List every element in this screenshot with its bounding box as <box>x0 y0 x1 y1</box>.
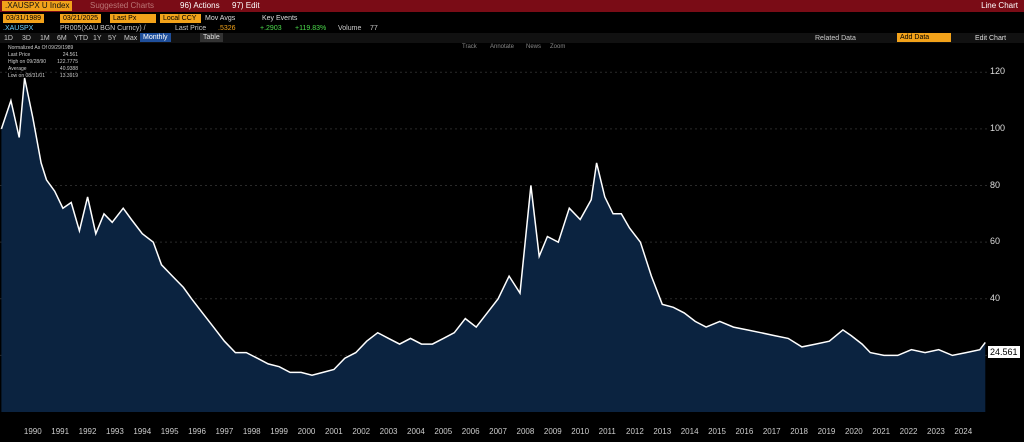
y-tick-label: 60 <box>990 236 1001 247</box>
currency-select[interactable]: Local CCY <box>160 14 201 23</box>
last-price-value: .5326 <box>218 25 236 32</box>
x-tick-label: 2013 <box>653 427 672 436</box>
start-date-field[interactable]: 03/31/1989 <box>3 14 45 23</box>
x-tick-label: 2004 <box>407 427 425 436</box>
x-tick-label: 2016 <box>735 427 754 436</box>
chart-legend: Normalized As Of 09/29/1989 Last Price 24… <box>8 45 78 80</box>
last-price-label: Last Price <box>175 25 207 32</box>
price-type-select[interactable]: Last Px <box>110 14 156 23</box>
x-tick-label: 1995 <box>160 427 179 436</box>
key-events-toggle[interactable]: Key Events <box>262 15 298 22</box>
period-5y[interactable]: 5Y <box>108 35 117 42</box>
x-tick-label: 2014 <box>680 427 699 436</box>
series-description: PR005(XAU BGN Curncy) / <box>60 25 146 32</box>
x-tick-label: 2024 <box>954 427 973 436</box>
mov-avgs-toggle[interactable]: Mov Avgs <box>205 15 236 22</box>
period-1y[interactable]: 1Y <box>93 35 102 42</box>
add-data-field[interactable]: Add Data <box>897 33 951 42</box>
legend-row: High on 09/28/90 122.7775 <box>8 59 78 65</box>
x-tick-label: 1997 <box>215 427 234 436</box>
zoom-tool[interactable]: Zoom <box>550 44 566 50</box>
period-6m[interactable]: 6M <box>57 35 67 42</box>
x-tick-label: 2015 <box>708 427 726 436</box>
x-tick-label: 2008 <box>516 427 535 436</box>
track-tool[interactable]: Track <box>462 44 477 50</box>
legend-title: Normalized As Of 09/29/1989 <box>8 45 74 51</box>
news-tool[interactable]: News <box>526 44 542 50</box>
x-tick-label: 2006 <box>461 427 480 436</box>
x-tick-label: 2007 <box>489 427 507 436</box>
x-tick-label: 2002 <box>352 427 371 436</box>
related-data-button[interactable]: Related Data <box>815 35 856 42</box>
x-tick-label: 1993 <box>106 427 124 436</box>
price-change: +.2903 <box>260 25 282 32</box>
x-tick-label: 2000 <box>297 427 316 436</box>
x-tick-label: 2023 <box>927 427 945 436</box>
x-tick-label: 1998 <box>242 427 261 436</box>
title-bar: .XAUSPX U Index Suggested Charts 96) Act… <box>0 0 1024 12</box>
y-tick-label: 40 <box>990 292 1001 303</box>
legend-row: Low on 08/31/01 13.3919 <box>8 73 78 79</box>
x-tick-label: 2018 <box>790 427 808 436</box>
last-price-badge: 24.561 <box>988 346 1020 358</box>
x-tick-label: 2005 <box>434 427 453 436</box>
price-line <box>0 77 986 376</box>
y-tick-label: 120 <box>990 66 1006 77</box>
series-info-row: .XAUSPX PR005(XAU BGN Curncy) / Last Pri… <box>0 24 1024 33</box>
x-tick-label: 2017 <box>762 427 781 436</box>
price-change-pct: +119.83% <box>295 25 327 32</box>
x-tick-label: 2021 <box>872 427 891 436</box>
price-area <box>1 78 986 412</box>
end-date-field[interactable]: 03/21/2025 <box>60 14 102 23</box>
volume-label: Volume <box>338 25 362 32</box>
annotate-tool[interactable]: Annotate <box>490 44 515 50</box>
period-ytd[interactable]: YTD <box>74 35 88 42</box>
x-tick-label: 2012 <box>626 427 644 436</box>
volume-value: 77 <box>370 25 378 32</box>
x-tick-label: 1994 <box>133 427 152 436</box>
legend-row: Average 40.9388 <box>8 66 78 72</box>
security-ticker-box[interactable]: .XAUSPX U Index <box>2 1 73 11</box>
actions-menu[interactable]: 96) Actions <box>180 1 220 10</box>
x-tick-label: 1990 <box>23 427 42 436</box>
legend-row: Last Price 24.561 <box>8 52 78 58</box>
period-3d[interactable]: 3D <box>22 35 31 42</box>
edit-chart-button[interactable]: Edit Chart <box>975 35 1007 42</box>
x-tick-label: 1996 <box>188 427 206 436</box>
chart-type-label: Line Chart <box>981 1 1018 10</box>
x-tick-label: 2020 <box>844 427 863 436</box>
x-tick-label: 1992 <box>78 427 97 436</box>
frequency-select[interactable]: Monthly <box>140 33 171 42</box>
x-tick-label: 2009 <box>543 427 562 436</box>
period-1m[interactable]: 1M <box>40 35 50 42</box>
period-max[interactable]: Max <box>124 35 138 42</box>
x-tick-label: 1999 <box>270 427 288 436</box>
edit-menu[interactable]: 97) Edit <box>232 1 260 10</box>
y-tick-label: 100 <box>990 122 1006 133</box>
x-tick-label: 2001 <box>324 427 343 436</box>
x-tick-label: 2003 <box>379 427 398 436</box>
y-tick-label: 80 <box>990 179 1001 190</box>
chart-settings-row: 03/31/1989 03/21/2025 Last Px Local CCY … <box>0 13 1024 24</box>
x-tick-label: 2011 <box>598 427 616 436</box>
x-tick-label: 2022 <box>899 427 918 436</box>
suggested-charts-button[interactable]: Suggested Charts <box>90 1 155 10</box>
price-chart[interactable] <box>0 44 988 412</box>
x-tick-label: 1991 <box>51 427 70 436</box>
period-1d[interactable]: 1D <box>4 35 13 42</box>
x-tick-label: 2019 <box>817 427 836 436</box>
x-tick-label: 2010 <box>571 427 590 436</box>
series-ticker: .XAUSPX <box>3 25 34 32</box>
table-button[interactable]: Table <box>200 33 223 42</box>
period-toolbar: 1D 3D 1M 6M YTD 1Y 5Y Max Monthly Table … <box>0 33 1024 43</box>
